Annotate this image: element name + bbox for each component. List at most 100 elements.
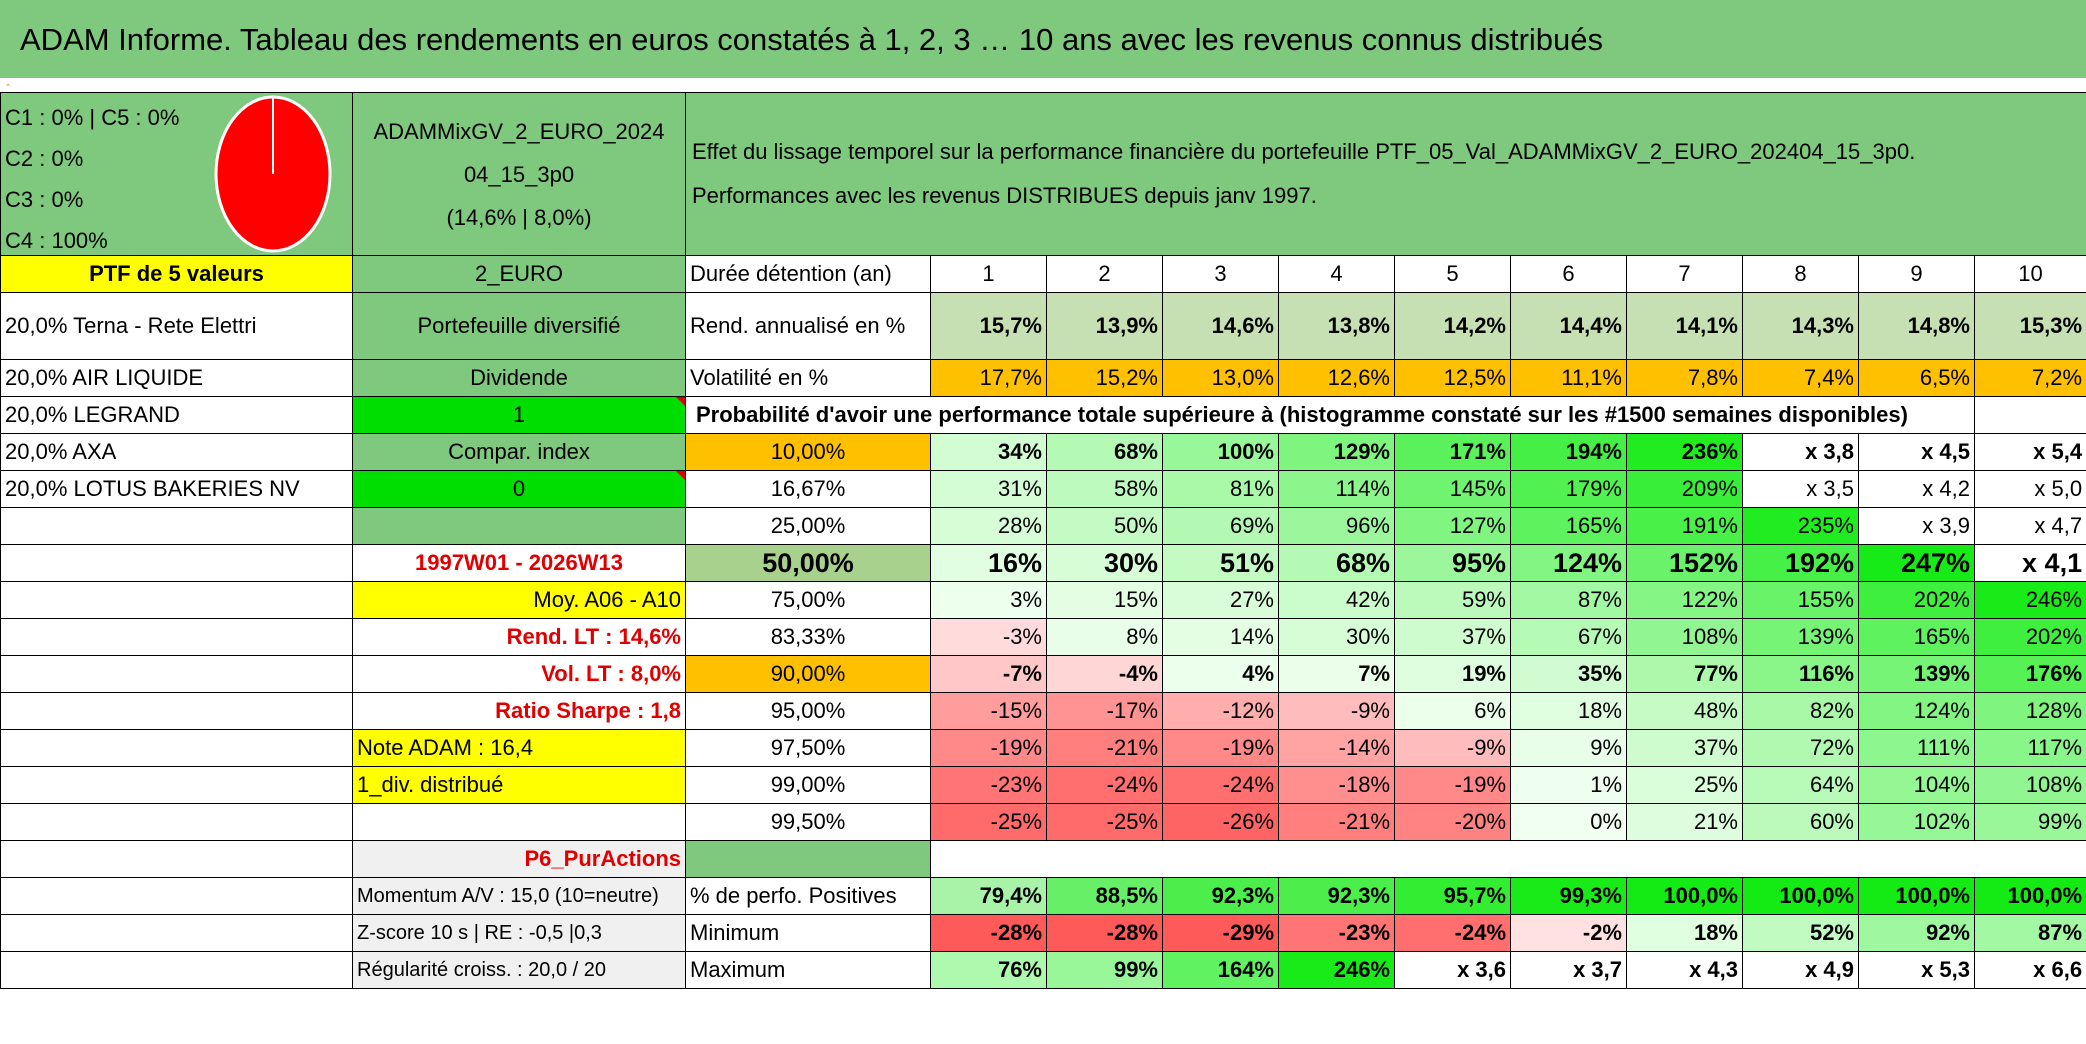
pos-value: 100,0% (1858, 877, 1975, 915)
prob-value: 58% (1046, 470, 1163, 508)
max-label: Maximum (685, 951, 931, 989)
rend-label: Rend. annualisé en % (685, 292, 931, 360)
description-line1: Effet du lissage temporel sur la perform… (692, 139, 1916, 164)
prob-value: 96% (1278, 507, 1395, 545)
prob-value: 68% (1046, 433, 1163, 471)
holding-item: 20,0% AXA (0, 433, 353, 471)
rend-value: 15,7% (930, 292, 1047, 360)
min-value: -2% (1510, 914, 1627, 952)
prob-value: 209% (1626, 470, 1743, 508)
prob-value: 28% (930, 507, 1047, 545)
vol-value: 7,2% (1973, 359, 2086, 397)
separator (0, 78, 2086, 92)
prob-value: 127% (1394, 507, 1511, 545)
prob-value: -17% (1046, 692, 1163, 730)
rend-value: 14,1% (1626, 292, 1743, 360)
prob-value: -25% (1046, 803, 1163, 841)
prob-value: 6% (1394, 692, 1511, 730)
vol-value: 15,2% (1046, 359, 1163, 397)
prob-value: -14% (1278, 729, 1395, 767)
prob-threshold: 95,00% (685, 692, 931, 730)
max-value: 164% (1162, 951, 1279, 989)
fund-name-line1: ADAMMixGV_2_EURO_2024 (373, 118, 665, 144)
vol-value: 13,0% (1162, 359, 1279, 397)
rend-value: 14,6% (1162, 292, 1279, 360)
prob-value: 59% (1394, 581, 1511, 619)
prob-value: 194% (1510, 433, 1627, 471)
prob-value: 145% (1394, 470, 1511, 508)
pos-value: 100,0% (1973, 877, 2086, 915)
pie-legend-item: C1 : 0% | C5 : 0% (5, 105, 180, 130)
fund-stats: (14,6% | 8,0%) (446, 204, 592, 230)
prob-value: 124% (1510, 544, 1627, 582)
prob-value: 18% (1510, 692, 1627, 730)
prob-value: -23% (930, 766, 1047, 804)
pie-legend-item: C4 : 100% (5, 228, 108, 253)
min-value: 18% (1626, 914, 1743, 952)
prob-value: x 3,5 (1742, 470, 1859, 508)
prob-value: 34% (930, 433, 1047, 471)
prob-threshold: 50,00% (685, 544, 931, 582)
prob-value: 235% (1742, 507, 1859, 545)
rend-value: 14,4% (1510, 292, 1627, 360)
cell-marker: ‸ (6, 72, 11, 86)
pos-value: 99,3% (1510, 877, 1627, 915)
prob-value: 19% (1394, 655, 1511, 693)
empty-cell (0, 618, 353, 656)
empty-cell (0, 803, 353, 841)
dividend-value[interactable]: 1 (352, 396, 686, 434)
rend-lt-label: Rend. LT : 14,6% (352, 618, 686, 656)
rend-value: 14,2% (1394, 292, 1511, 360)
rend-value: 15,3% (1973, 292, 2086, 360)
momentum-label: Momentum A/V : 15,0 (10=neutre) (352, 877, 686, 915)
max-value: 99% (1046, 951, 1163, 989)
year-header: 10 (1973, 255, 2086, 293)
prob-value: 99% (1973, 803, 2086, 841)
prob-threshold: 16,67% (685, 470, 931, 508)
max-value: x 3,6 (1394, 951, 1511, 989)
prob-value: 108% (1973, 766, 2086, 804)
prob-value: -12% (1162, 692, 1279, 730)
prob-header: Probabilité d'avoir une performance tota… (685, 396, 1975, 434)
regularite-label: Régularité croiss. : 20,0 / 20 (352, 951, 686, 989)
empty-cell (0, 692, 353, 730)
empty-cell (0, 840, 353, 878)
vol-value: 6,5% (1858, 359, 1975, 397)
prob-value: 48% (1626, 692, 1743, 730)
empty-cell (0, 729, 353, 767)
empty-cell (0, 766, 353, 804)
prob-value: -24% (1046, 766, 1163, 804)
prob-value: 87% (1510, 581, 1627, 619)
sharpe-label: Ratio Sharpe : 1,8 (352, 692, 686, 730)
prob-value: -9% (1394, 729, 1511, 767)
holding-item: 20,0% Terna - Rete Elettri (0, 292, 353, 360)
compar-value[interactable]: 0 (352, 470, 686, 508)
prob-value: 77% (1626, 655, 1743, 693)
prob-value: x 4,1 (1973, 544, 2086, 582)
currency-cell: 2_EURO (352, 255, 686, 293)
prob-value: x 3,9 (1858, 507, 1975, 545)
prob-value: 179% (1510, 470, 1627, 508)
min-value: 52% (1742, 914, 1859, 952)
pos-value: 92,3% (1162, 877, 1279, 915)
prob-value: -25% (930, 803, 1047, 841)
prob-value: 72% (1742, 729, 1859, 767)
prob-value: 122% (1626, 581, 1743, 619)
prob-threshold: 99,00% (685, 766, 931, 804)
prob-value: 81% (1162, 470, 1279, 508)
rend-value: 13,9% (1046, 292, 1163, 360)
empty-cell (0, 581, 353, 619)
max-value: x 4,3 (1626, 951, 1743, 989)
prob-value: 35% (1510, 655, 1627, 693)
description-line2: Performances avec les revenus DISTRIBUES… (692, 183, 1317, 208)
pos-label: % de perfo. Positives (685, 877, 931, 915)
prob-value: -9% (1278, 692, 1395, 730)
prob-value: 117% (1973, 729, 2086, 767)
prob-value: 124% (1858, 692, 1975, 730)
empty-cell (0, 951, 353, 989)
portfolio-type: Portefeuille diversifié (352, 292, 686, 360)
empty-cell (929, 840, 2086, 878)
prob-value: 37% (1626, 729, 1743, 767)
page-title: ADAM Informe. Tableau des rendements en … (0, 0, 2086, 78)
prob-value: 8% (1046, 618, 1163, 656)
